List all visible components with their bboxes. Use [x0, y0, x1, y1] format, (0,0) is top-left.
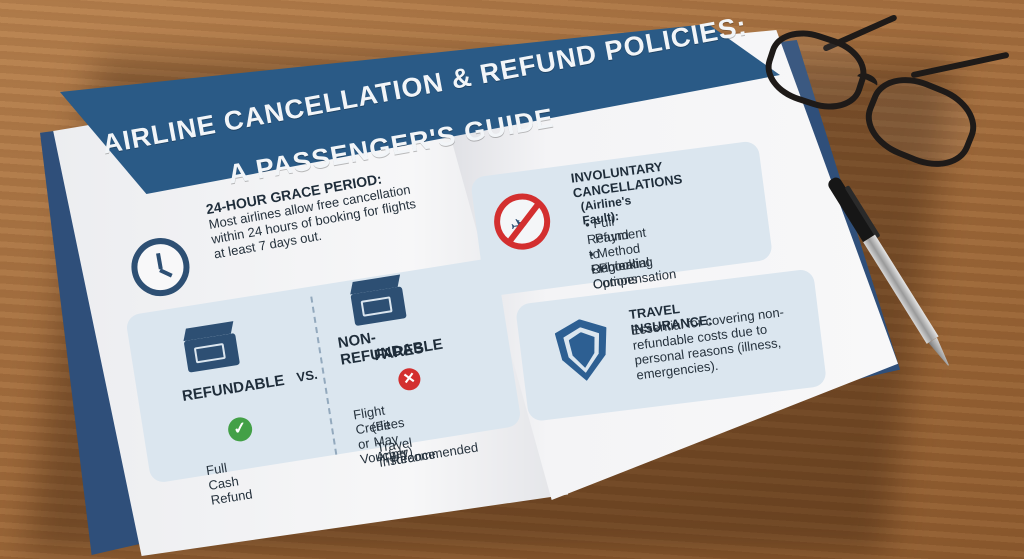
glasses	[757, 13, 1010, 210]
refundable-result: Full Cash Refund	[205, 460, 254, 508]
